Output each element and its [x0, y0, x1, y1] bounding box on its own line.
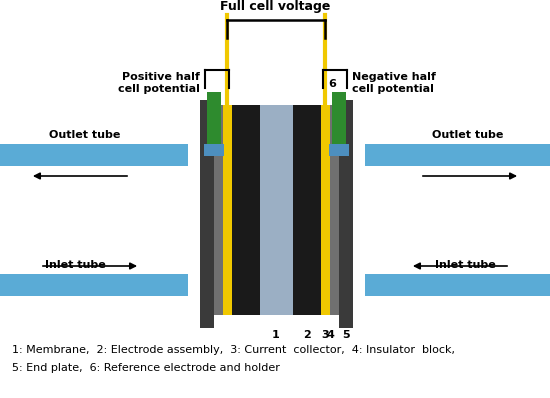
Text: 1: Membrane,  2: Electrode assembly,  3: Current  collector,  4: Insulator  bloc: 1: Membrane, 2: Electrode assembly, 3: C…	[12, 345, 455, 355]
Bar	[223, 105, 232, 315]
Text: 6: 6	[328, 79, 336, 89]
Bar	[329, 144, 349, 156]
Bar	[0, 144, 188, 166]
Bar	[232, 105, 260, 315]
Bar	[0, 274, 188, 296]
Text: Full cell voltage: Full cell voltage	[220, 0, 330, 13]
Bar	[200, 100, 214, 328]
Text: 3: 3	[321, 330, 329, 340]
Bar	[365, 274, 550, 296]
Bar	[321, 105, 330, 315]
Bar	[321, 105, 339, 315]
Text: Inlet tube: Inlet tube	[45, 260, 106, 270]
Bar	[214, 105, 232, 315]
Text: 5: End plate,  6: Reference electrode and holder: 5: End plate, 6: Reference electrode and…	[12, 363, 280, 373]
Text: Positive half
cell potential: Positive half cell potential	[118, 72, 200, 94]
Bar	[204, 144, 224, 156]
Bar	[214, 105, 339, 315]
Text: Inlet tube: Inlet tube	[434, 260, 496, 270]
Text: Negative half
cell potential: Negative half cell potential	[352, 72, 436, 94]
Bar	[332, 92, 346, 144]
Text: 5: 5	[342, 330, 350, 340]
Bar	[293, 105, 321, 315]
Text: 1: 1	[272, 330, 280, 340]
Bar	[339, 100, 353, 328]
Bar	[260, 105, 293, 315]
Text: 2: 2	[303, 330, 311, 340]
Bar	[365, 144, 550, 166]
Text: 4: 4	[326, 330, 334, 340]
Text: Outlet tube: Outlet tube	[432, 130, 504, 140]
Text: Outlet tube: Outlet tube	[50, 130, 120, 140]
Bar	[207, 92, 221, 144]
